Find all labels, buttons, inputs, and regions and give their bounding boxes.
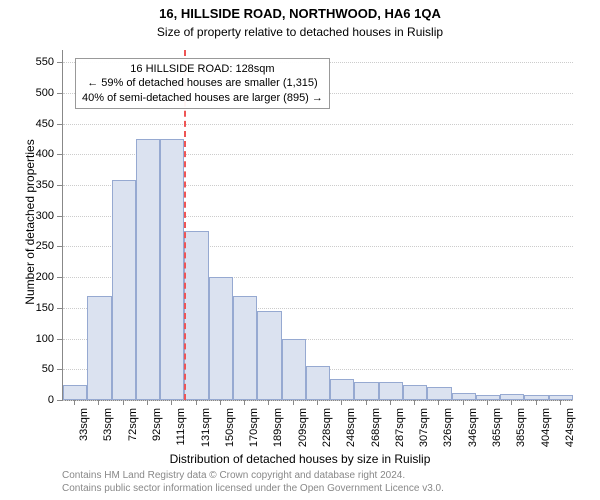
x-tick-label: 189sqm bbox=[272, 408, 284, 456]
x-tick-label: 307sqm bbox=[418, 408, 430, 456]
y-tick bbox=[57, 369, 62, 370]
footer-copyright-2: Contains public sector information licen… bbox=[62, 483, 444, 494]
histogram-bar bbox=[160, 139, 184, 400]
plot-area: 16 HILLSIDE ROAD: 128sqm ← 59% of detach… bbox=[62, 50, 573, 401]
y-tick-label: 100 bbox=[22, 333, 54, 345]
y-tick-label: 400 bbox=[22, 148, 54, 160]
histogram-bar bbox=[330, 379, 354, 400]
y-tick bbox=[57, 216, 62, 217]
annotation-box: 16 HILLSIDE ROAD: 128sqm ← 59% of detach… bbox=[75, 58, 330, 109]
x-tick-label: 404sqm bbox=[540, 408, 552, 456]
x-tick bbox=[414, 400, 415, 405]
x-tick-label: 72sqm bbox=[127, 408, 139, 456]
y-tick bbox=[57, 246, 62, 247]
chart-subtitle: Size of property relative to detached ho… bbox=[0, 25, 600, 39]
histogram-bar bbox=[233, 296, 257, 400]
x-axis-label: Distribution of detached houses by size … bbox=[0, 452, 600, 466]
y-tick bbox=[57, 154, 62, 155]
annotation-line2: ← 59% of detached houses are smaller (1,… bbox=[82, 76, 323, 90]
x-tick bbox=[317, 400, 318, 405]
histogram-bar bbox=[403, 385, 427, 400]
histogram-bar bbox=[379, 382, 403, 400]
x-tick-label: 287sqm bbox=[394, 408, 406, 456]
histogram-bar bbox=[354, 382, 378, 400]
x-tick-label: 326sqm bbox=[442, 408, 454, 456]
y-tick-label: 50 bbox=[22, 363, 54, 375]
histogram-bar bbox=[452, 393, 476, 400]
y-tick bbox=[57, 62, 62, 63]
x-tick-label: 92sqm bbox=[151, 408, 163, 456]
x-tick-label: 33sqm bbox=[78, 408, 90, 456]
histogram-bar bbox=[427, 387, 451, 401]
y-tick bbox=[57, 339, 62, 340]
histogram-bar bbox=[306, 366, 330, 400]
histogram-bar bbox=[87, 296, 111, 400]
x-tick-label: 228sqm bbox=[321, 408, 333, 456]
x-tick bbox=[390, 400, 391, 405]
x-tick bbox=[463, 400, 464, 405]
x-tick-label: 346sqm bbox=[467, 408, 479, 456]
y-tick bbox=[57, 277, 62, 278]
x-tick-label: 424sqm bbox=[564, 408, 576, 456]
y-tick-label: 200 bbox=[22, 271, 54, 283]
annotation-line1: 16 HILLSIDE ROAD: 128sqm bbox=[82, 62, 323, 76]
x-tick bbox=[293, 400, 294, 405]
y-tick-label: 450 bbox=[22, 118, 54, 130]
histogram-bar bbox=[500, 394, 524, 400]
chart-title: 16, HILLSIDE ROAD, NORTHWOOD, HA6 1QA bbox=[0, 6, 600, 21]
y-tick-label: 250 bbox=[22, 240, 54, 252]
x-tick-label: 365sqm bbox=[491, 408, 503, 456]
x-tick-label: 248sqm bbox=[345, 408, 357, 456]
x-tick-label: 53sqm bbox=[102, 408, 114, 456]
x-tick bbox=[560, 400, 561, 405]
x-tick bbox=[171, 400, 172, 405]
x-tick-label: 131sqm bbox=[200, 408, 212, 456]
x-tick bbox=[438, 400, 439, 405]
histogram-bar bbox=[63, 385, 87, 400]
histogram-bar bbox=[184, 231, 208, 400]
x-tick bbox=[220, 400, 221, 405]
x-tick bbox=[98, 400, 99, 405]
footer-copyright-1: Contains HM Land Registry data © Crown c… bbox=[62, 470, 405, 481]
y-tick-label: 0 bbox=[22, 394, 54, 406]
x-tick bbox=[487, 400, 488, 405]
histogram-bar bbox=[136, 139, 160, 400]
histogram-bar bbox=[257, 311, 281, 400]
x-tick bbox=[74, 400, 75, 405]
histogram-bar bbox=[549, 395, 573, 400]
y-tick-label: 350 bbox=[22, 179, 54, 191]
x-tick-label: 150sqm bbox=[224, 408, 236, 456]
x-tick bbox=[536, 400, 537, 405]
x-tick-label: 170sqm bbox=[248, 408, 260, 456]
histogram-bar bbox=[524, 395, 548, 400]
y-tick-label: 550 bbox=[22, 56, 54, 68]
x-tick bbox=[196, 400, 197, 405]
histogram-bar bbox=[282, 339, 306, 400]
histogram-bar bbox=[112, 180, 136, 400]
x-tick-label: 111sqm bbox=[175, 408, 187, 456]
y-tick-label: 500 bbox=[22, 87, 54, 99]
y-tick bbox=[57, 308, 62, 309]
y-tick-label: 300 bbox=[22, 210, 54, 222]
x-tick bbox=[268, 400, 269, 405]
annotation-line3: 40% of semi-detached houses are larger (… bbox=[82, 91, 323, 105]
y-tick bbox=[57, 124, 62, 125]
y-tick-label: 150 bbox=[22, 302, 54, 314]
x-tick bbox=[366, 400, 367, 405]
y-tick bbox=[57, 93, 62, 94]
x-tick bbox=[244, 400, 245, 405]
grid-line bbox=[63, 400, 573, 401]
chart-container: 16, HILLSIDE ROAD, NORTHWOOD, HA6 1QA Si… bbox=[0, 0, 600, 500]
x-tick bbox=[123, 400, 124, 405]
x-tick bbox=[341, 400, 342, 405]
y-tick bbox=[57, 185, 62, 186]
x-tick-label: 268sqm bbox=[370, 408, 382, 456]
x-tick-label: 209sqm bbox=[297, 408, 309, 456]
x-tick-label: 385sqm bbox=[515, 408, 527, 456]
y-tick bbox=[57, 400, 62, 401]
grid-line bbox=[63, 124, 573, 125]
histogram-bar bbox=[209, 277, 233, 400]
x-tick bbox=[511, 400, 512, 405]
x-tick bbox=[147, 400, 148, 405]
